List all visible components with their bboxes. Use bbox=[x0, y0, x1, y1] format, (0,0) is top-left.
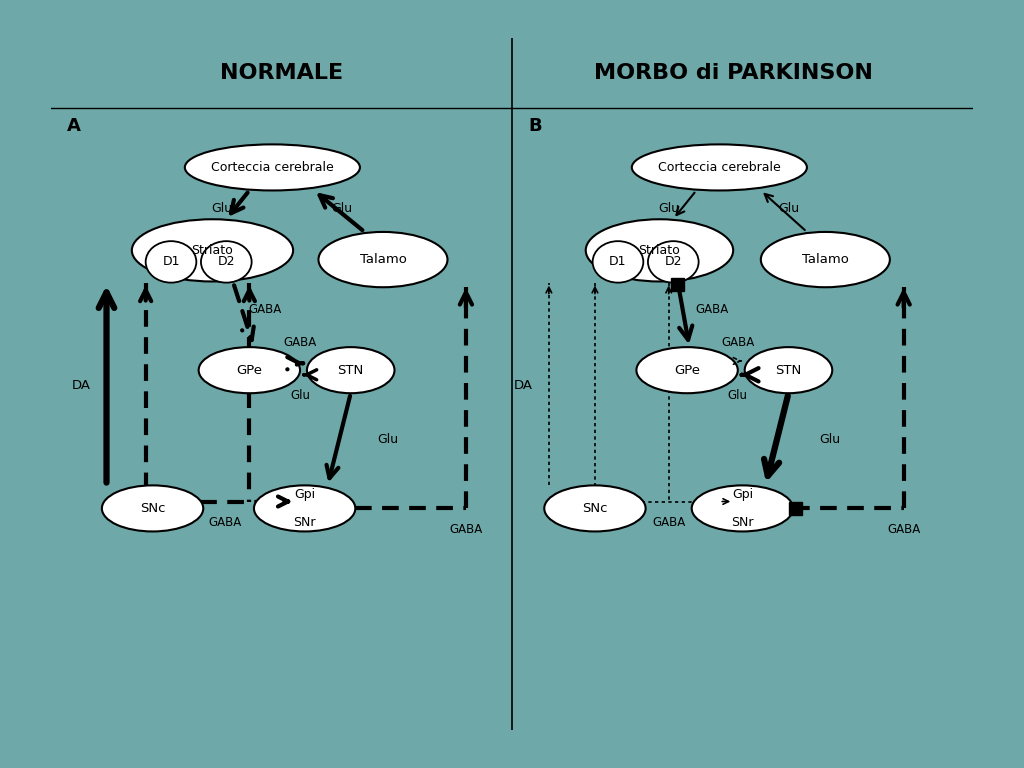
Text: SNr: SNr bbox=[731, 516, 754, 528]
Text: SNc: SNc bbox=[583, 502, 607, 515]
Text: GABA: GABA bbox=[450, 523, 482, 535]
Text: Glu: Glu bbox=[331, 203, 352, 215]
Text: GABA: GABA bbox=[209, 516, 242, 528]
Text: Glu: Glu bbox=[658, 203, 679, 215]
Ellipse shape bbox=[761, 232, 890, 287]
Ellipse shape bbox=[201, 241, 252, 283]
Text: STN: STN bbox=[775, 364, 802, 376]
Text: Gpi: Gpi bbox=[732, 488, 753, 501]
Text: A: A bbox=[68, 117, 81, 135]
Ellipse shape bbox=[132, 219, 293, 281]
Text: NORMALE: NORMALE bbox=[220, 63, 343, 83]
Text: Striato: Striato bbox=[191, 244, 233, 257]
Ellipse shape bbox=[254, 485, 355, 531]
Text: GABA: GABA bbox=[721, 336, 755, 349]
Bar bbox=[788, 502, 802, 515]
Ellipse shape bbox=[648, 241, 698, 283]
Text: GABA: GABA bbox=[249, 303, 282, 316]
Text: STN: STN bbox=[338, 364, 364, 376]
Text: B: B bbox=[528, 117, 542, 135]
Text: D1: D1 bbox=[609, 256, 627, 268]
Ellipse shape bbox=[102, 485, 204, 531]
Text: Corteccia cerebrale: Corteccia cerebrale bbox=[211, 161, 334, 174]
Text: Corteccia cerebrale: Corteccia cerebrale bbox=[658, 161, 780, 174]
Ellipse shape bbox=[744, 347, 833, 393]
Text: GPe: GPe bbox=[237, 364, 262, 376]
Ellipse shape bbox=[199, 347, 300, 393]
Text: Glu: Glu bbox=[211, 203, 232, 215]
Text: GABA: GABA bbox=[696, 303, 729, 316]
Ellipse shape bbox=[307, 347, 394, 393]
Ellipse shape bbox=[637, 347, 738, 393]
Text: Glu: Glu bbox=[290, 389, 310, 402]
Ellipse shape bbox=[545, 485, 646, 531]
Text: SNc: SNc bbox=[140, 502, 165, 515]
Text: Talamo: Talamo bbox=[359, 253, 407, 266]
Text: MORBO di PARKINSON: MORBO di PARKINSON bbox=[594, 63, 872, 83]
Text: Glu: Glu bbox=[778, 203, 799, 215]
Bar bbox=[672, 279, 684, 291]
Text: DA: DA bbox=[72, 379, 91, 392]
Ellipse shape bbox=[145, 241, 197, 283]
Text: Talamo: Talamo bbox=[802, 253, 849, 266]
Text: Gpi: Gpi bbox=[294, 488, 315, 501]
Ellipse shape bbox=[318, 232, 447, 287]
Ellipse shape bbox=[184, 144, 360, 190]
Text: D2: D2 bbox=[217, 256, 236, 268]
Text: Glu: Glu bbox=[377, 433, 398, 445]
Text: GABA: GABA bbox=[284, 336, 316, 349]
Text: Glu: Glu bbox=[728, 389, 748, 402]
Text: GABA: GABA bbox=[887, 523, 921, 535]
Ellipse shape bbox=[593, 241, 643, 283]
Text: GABA: GABA bbox=[652, 516, 685, 528]
Text: D2: D2 bbox=[665, 256, 682, 268]
Text: GPe: GPe bbox=[674, 364, 700, 376]
Text: Glu: Glu bbox=[819, 433, 841, 445]
Text: SNr: SNr bbox=[294, 516, 315, 528]
Text: D1: D1 bbox=[162, 256, 180, 268]
Ellipse shape bbox=[692, 485, 794, 531]
Text: DA: DA bbox=[514, 379, 534, 392]
Ellipse shape bbox=[632, 144, 807, 190]
Ellipse shape bbox=[586, 219, 733, 281]
Text: Striato: Striato bbox=[639, 244, 680, 257]
